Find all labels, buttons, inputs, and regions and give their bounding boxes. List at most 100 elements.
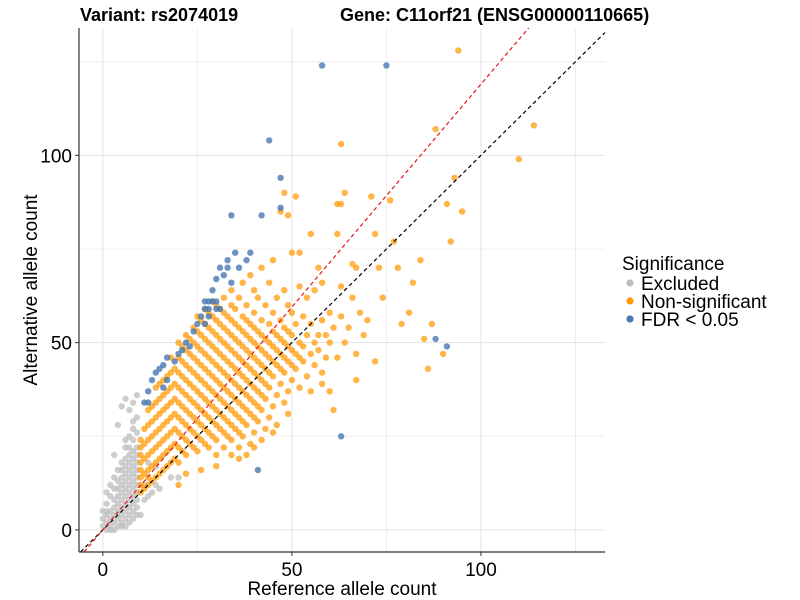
point-fdr-0-05 [197,313,205,320]
point-excluded [129,425,137,432]
point-non-significant [341,339,348,346]
point-non-significant [273,421,280,429]
point-excluded [137,511,144,519]
point-excluded [107,481,114,489]
point-non-significant [318,380,326,387]
point-non-significant [315,331,322,339]
point-excluded [103,500,110,507]
legend-label-fdr: FDR < 0.05 [641,310,739,331]
point-non-significant [303,331,311,339]
point-non-significant [318,317,326,324]
point-non-significant [424,365,432,372]
point-non-significant [266,414,273,421]
point-non-significant [292,193,299,200]
point-excluded [103,489,110,496]
point-excluded [156,485,163,492]
point-excluded [126,433,133,440]
point-fdr-0-05 [216,305,224,313]
point-fdr-0-05 [163,376,171,384]
legend-label-non-significant: Non-significant [641,292,767,313]
point-non-significant [292,365,299,372]
point-non-significant [258,436,265,444]
point-non-significant [235,444,243,451]
point-fdr-0-05 [163,354,171,361]
point-fdr-0-05 [224,257,231,264]
point-non-significant [409,279,417,286]
point-non-significant [269,429,277,436]
point-excluded [133,496,141,504]
point-excluded [133,391,141,399]
point-excluded [103,526,110,534]
point-fdr-0-05 [266,137,273,144]
point-excluded [122,395,129,402]
point-non-significant [277,380,284,387]
point-fdr-0-05 [243,257,250,264]
point-non-significant [250,309,258,316]
point-non-significant [239,279,246,286]
x-tick-label: 100 [465,560,497,581]
reference-lines [80,27,606,553]
point-excluded [122,444,129,451]
point-non-significant [182,451,190,459]
point-non-significant [458,208,466,215]
point-non-significant [175,481,182,489]
y-axis-title: Alternative allele count [21,194,42,386]
point-non-significant [318,279,326,286]
title-variant: Variant: rs2074019 [80,5,238,25]
point-non-significant [220,444,227,451]
point-non-significant [330,324,337,331]
point-non-significant [515,155,522,163]
reference-line-expected-ratio [83,27,530,553]
point-excluded [126,406,133,414]
point-non-significant [371,358,379,365]
point-non-significant [307,350,314,358]
point-non-significant [262,425,269,432]
point-fdr-0-05 [216,264,224,271]
point-non-significant [432,125,439,133]
point-excluded [114,466,122,474]
point-excluded [111,474,118,481]
point-non-significant [315,346,322,354]
point-non-significant [337,313,345,320]
point-fdr-0-05 [247,249,254,256]
point-excluded [129,399,137,406]
point-non-significant [387,197,394,204]
point-fdr-0-05 [254,466,262,474]
point-fdr-0-05 [337,433,345,440]
point-excluded [111,451,118,459]
point-non-significant [398,320,405,328]
point-non-significant [194,448,201,455]
point-non-significant [303,373,311,380]
point-non-significant [220,294,227,301]
point-non-significant [443,200,451,208]
data-points [99,47,538,534]
point-excluded [133,414,141,421]
point-fdr-0-05 [205,313,212,320]
point-fdr-0-05 [277,174,284,181]
point-non-significant [284,212,292,219]
point-non-significant [269,373,277,380]
point-non-significant [254,294,262,301]
point-non-significant [232,305,239,313]
point-non-significant [360,331,367,339]
legend-title: Significance [622,254,724,275]
point-fdr-0-05 [235,264,243,271]
point-non-significant [364,317,371,324]
point-fdr-0-05 [443,343,451,350]
point-non-significant [318,369,326,376]
point-non-significant [284,302,292,309]
point-fdr-0-05 [258,212,265,219]
point-non-significant [266,384,273,391]
point-non-significant [250,429,258,436]
point-non-significant [182,470,190,477]
point-non-significant [322,354,330,361]
point-non-significant [228,287,235,294]
point-non-significant [258,264,265,271]
title-gene: Gene: C11orf21 (ENSG00000110665) [340,5,649,25]
point-non-significant [243,302,250,309]
point-non-significant [307,230,314,238]
point-fdr-0-05 [201,320,209,328]
point-non-significant [266,279,273,286]
